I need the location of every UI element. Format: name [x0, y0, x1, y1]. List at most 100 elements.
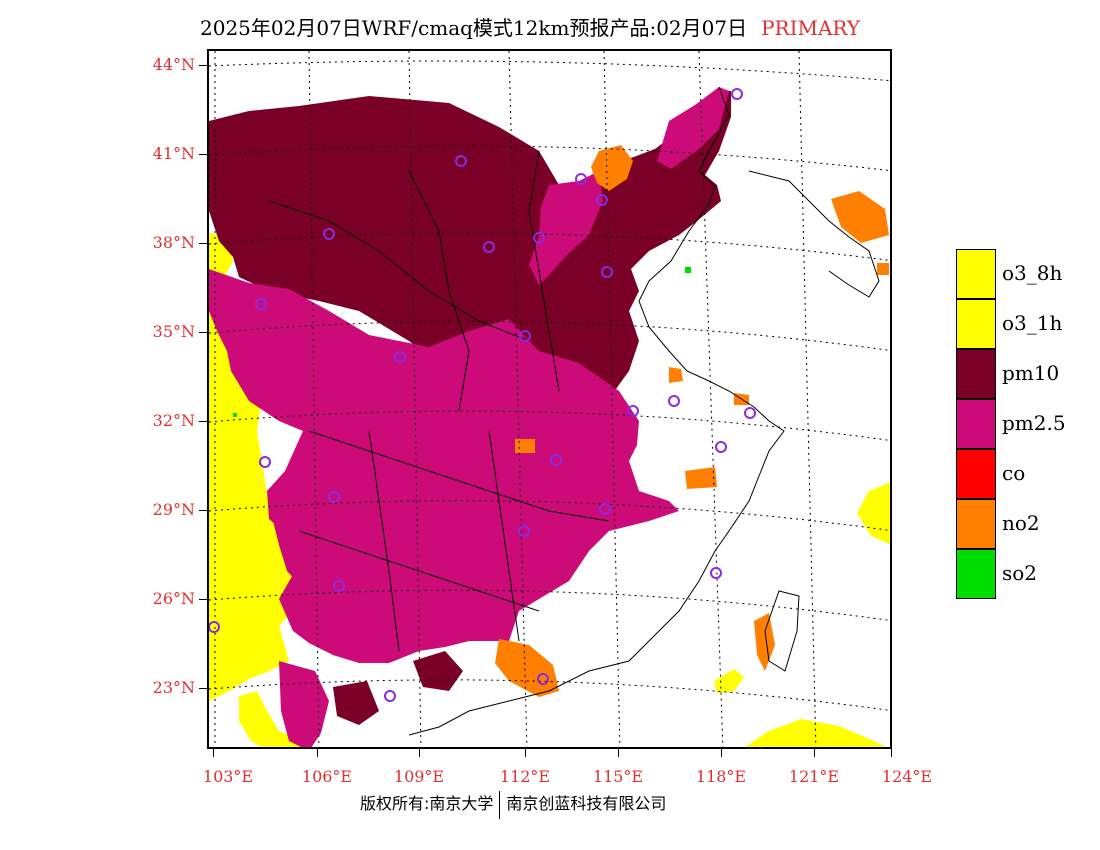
station-marker[interactable] [518, 525, 530, 537]
so2-speck [685, 267, 691, 273]
o3-taiwan-strait [714, 669, 744, 693]
o3-east-sea [857, 482, 890, 545]
no2-shenyang [831, 191, 889, 243]
lon-label-121: 121°E [788, 767, 840, 786]
graticule-line [209, 145, 890, 172]
lon-tick [525, 749, 526, 757]
forecast-map[interactable] [207, 49, 892, 749]
graticule-line [603, 51, 621, 747]
graticule-line [698, 51, 724, 747]
graticule-line [209, 589, 890, 621]
lon-label-118: 118°E [695, 767, 747, 786]
legend-item-no2: no2 [956, 499, 1096, 549]
o3-south-west [239, 691, 308, 747]
station-marker[interactable] [710, 567, 722, 579]
legend-item-pm25: pm2.5 [956, 399, 1096, 449]
lon-tick [814, 749, 815, 757]
station-marker[interactable] [394, 351, 406, 363]
province-boundary [528, 150, 560, 392]
station-marker[interactable] [715, 441, 727, 453]
coastline [408, 86, 785, 736]
footer-left: 版权所有:南京大学 [360, 794, 494, 813]
station-marker[interactable] [328, 491, 340, 503]
station-marker[interactable] [255, 298, 267, 310]
legend-swatch [956, 349, 996, 399]
station-marker[interactable] [483, 241, 495, 253]
station-marker[interactable] [744, 407, 756, 419]
station-marker[interactable] [519, 330, 531, 342]
station-marker[interactable] [259, 456, 271, 468]
station-marker[interactable] [384, 690, 396, 702]
legend-item-co: co [956, 449, 1096, 499]
graticule-line [209, 60, 890, 82]
station-marker[interactable] [575, 173, 587, 185]
legend-label: co [1002, 461, 1026, 485]
lat-tick [199, 599, 207, 600]
lat-tick [199, 243, 207, 244]
so2-regions [233, 267, 691, 417]
legend-label: o3_1h [1002, 311, 1063, 335]
station-marker[interactable] [627, 405, 639, 417]
lat-tick [199, 65, 207, 66]
legend-swatch [956, 499, 996, 549]
pm10-north [209, 91, 731, 393]
station-marker[interactable] [537, 673, 549, 685]
lat-label-38: 38°N [152, 233, 195, 252]
legend-label: pm2.5 [1002, 411, 1066, 435]
lon-tick [317, 749, 318, 757]
station-marker[interactable] [533, 232, 545, 244]
pm25-south-west [279, 661, 329, 747]
station-marker[interactable] [455, 155, 467, 167]
lat-tick [199, 510, 207, 511]
no2-guangzhou [495, 639, 559, 697]
station-marker[interactable] [323, 228, 335, 240]
lon-label-112: 112°E [499, 767, 551, 786]
footer-separator [499, 790, 501, 819]
lat-tick [199, 688, 207, 689]
no2-taiwan [754, 613, 775, 671]
graticule-line [209, 232, 890, 261]
legend-label: o3_8h [1002, 261, 1063, 285]
pm10-guangxi [333, 681, 379, 725]
lon-tick [618, 749, 619, 757]
pm25-northeast [657, 87, 729, 169]
province-boundary [408, 170, 470, 412]
station-marker[interactable] [550, 454, 562, 466]
pm25-north-corridor [529, 171, 603, 285]
lon-tick [891, 749, 892, 757]
title-main: 2025年02月07日WRF/cmaq模式12km预报产品:02月07日 [200, 16, 748, 40]
legend-swatch [956, 449, 996, 499]
graticule-line [308, 51, 320, 747]
station-marker[interactable] [209, 621, 220, 633]
province-boundary [298, 530, 540, 612]
lon-label-103: 103°E [202, 767, 254, 786]
lat-label-26: 26°N [152, 589, 195, 608]
station-marker[interactable] [668, 395, 680, 407]
lat-label-29: 29°N [152, 500, 195, 519]
taiwan-outline [764, 590, 800, 672]
title-tag: PRIMARY [761, 16, 861, 40]
copyright-footer: 版权所有:南京大学 南京创蓝科技有限公司 [360, 790, 666, 819]
station-markers [209, 88, 756, 702]
station-marker[interactable] [596, 194, 608, 206]
o3-south-sea [745, 719, 886, 747]
legend-swatch [956, 399, 996, 449]
station-marker[interactable] [731, 88, 743, 100]
legend-label: pm10 [1002, 361, 1060, 385]
province-boundary [308, 430, 610, 522]
no2-fujian [685, 467, 717, 489]
station-marker[interactable] [601, 266, 613, 278]
graticule-line [408, 51, 422, 747]
graticule-line [798, 51, 817, 747]
station-marker[interactable] [333, 580, 345, 592]
map-title: 2025年02月07日WRF/cmaq模式12km预报产品:02月07日 PRIM… [200, 12, 860, 41]
lon-label-115: 115°E [592, 767, 644, 786]
footer-right: 南京创蓝科技有限公司 [506, 794, 667, 813]
so2-speck [233, 413, 237, 417]
legend-label: so2 [1002, 561, 1038, 585]
province-boundary [268, 200, 530, 342]
graticule-line [508, 51, 528, 747]
lat-tick [199, 154, 207, 155]
station-marker[interactable] [599, 503, 611, 515]
no2-korea [877, 263, 889, 275]
